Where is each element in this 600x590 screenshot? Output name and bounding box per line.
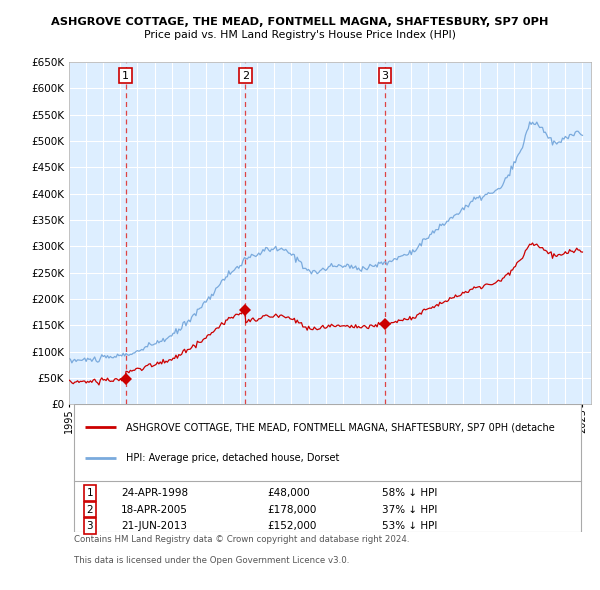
Text: £178,000: £178,000 xyxy=(268,504,317,514)
Text: 1: 1 xyxy=(122,71,129,80)
Text: 2: 2 xyxy=(242,71,249,80)
Text: Price paid vs. HM Land Registry's House Price Index (HPI): Price paid vs. HM Land Registry's House … xyxy=(144,30,456,40)
Text: 53% ↓ HPI: 53% ↓ HPI xyxy=(382,521,437,531)
Text: 21-JUN-2013: 21-JUN-2013 xyxy=(121,521,187,531)
Text: 24-APR-1998: 24-APR-1998 xyxy=(121,488,188,498)
Text: 3: 3 xyxy=(382,71,389,80)
Text: ASHGROVE COTTAGE, THE MEAD, FONTMELL MAGNA, SHAFTESBURY, SP7 0PH: ASHGROVE COTTAGE, THE MEAD, FONTMELL MAG… xyxy=(52,17,548,27)
Text: 3: 3 xyxy=(86,521,93,531)
Text: This data is licensed under the Open Government Licence v3.0.: This data is licensed under the Open Gov… xyxy=(74,556,350,565)
Text: £48,000: £48,000 xyxy=(268,488,310,498)
Text: £152,000: £152,000 xyxy=(268,521,317,531)
Text: HPI: Average price, detached house, Dorset: HPI: Average price, detached house, Dors… xyxy=(127,453,340,463)
Text: 18-APR-2005: 18-APR-2005 xyxy=(121,504,188,514)
Text: 2: 2 xyxy=(86,504,93,514)
Text: 1: 1 xyxy=(86,488,93,498)
Text: 37% ↓ HPI: 37% ↓ HPI xyxy=(382,504,437,514)
Text: ASHGROVE COTTAGE, THE MEAD, FONTMELL MAGNA, SHAFTESBURY, SP7 0PH (detache: ASHGROVE COTTAGE, THE MEAD, FONTMELL MAG… xyxy=(127,422,555,432)
Text: 58% ↓ HPI: 58% ↓ HPI xyxy=(382,488,437,498)
Text: Contains HM Land Registry data © Crown copyright and database right 2024.: Contains HM Land Registry data © Crown c… xyxy=(74,535,410,543)
